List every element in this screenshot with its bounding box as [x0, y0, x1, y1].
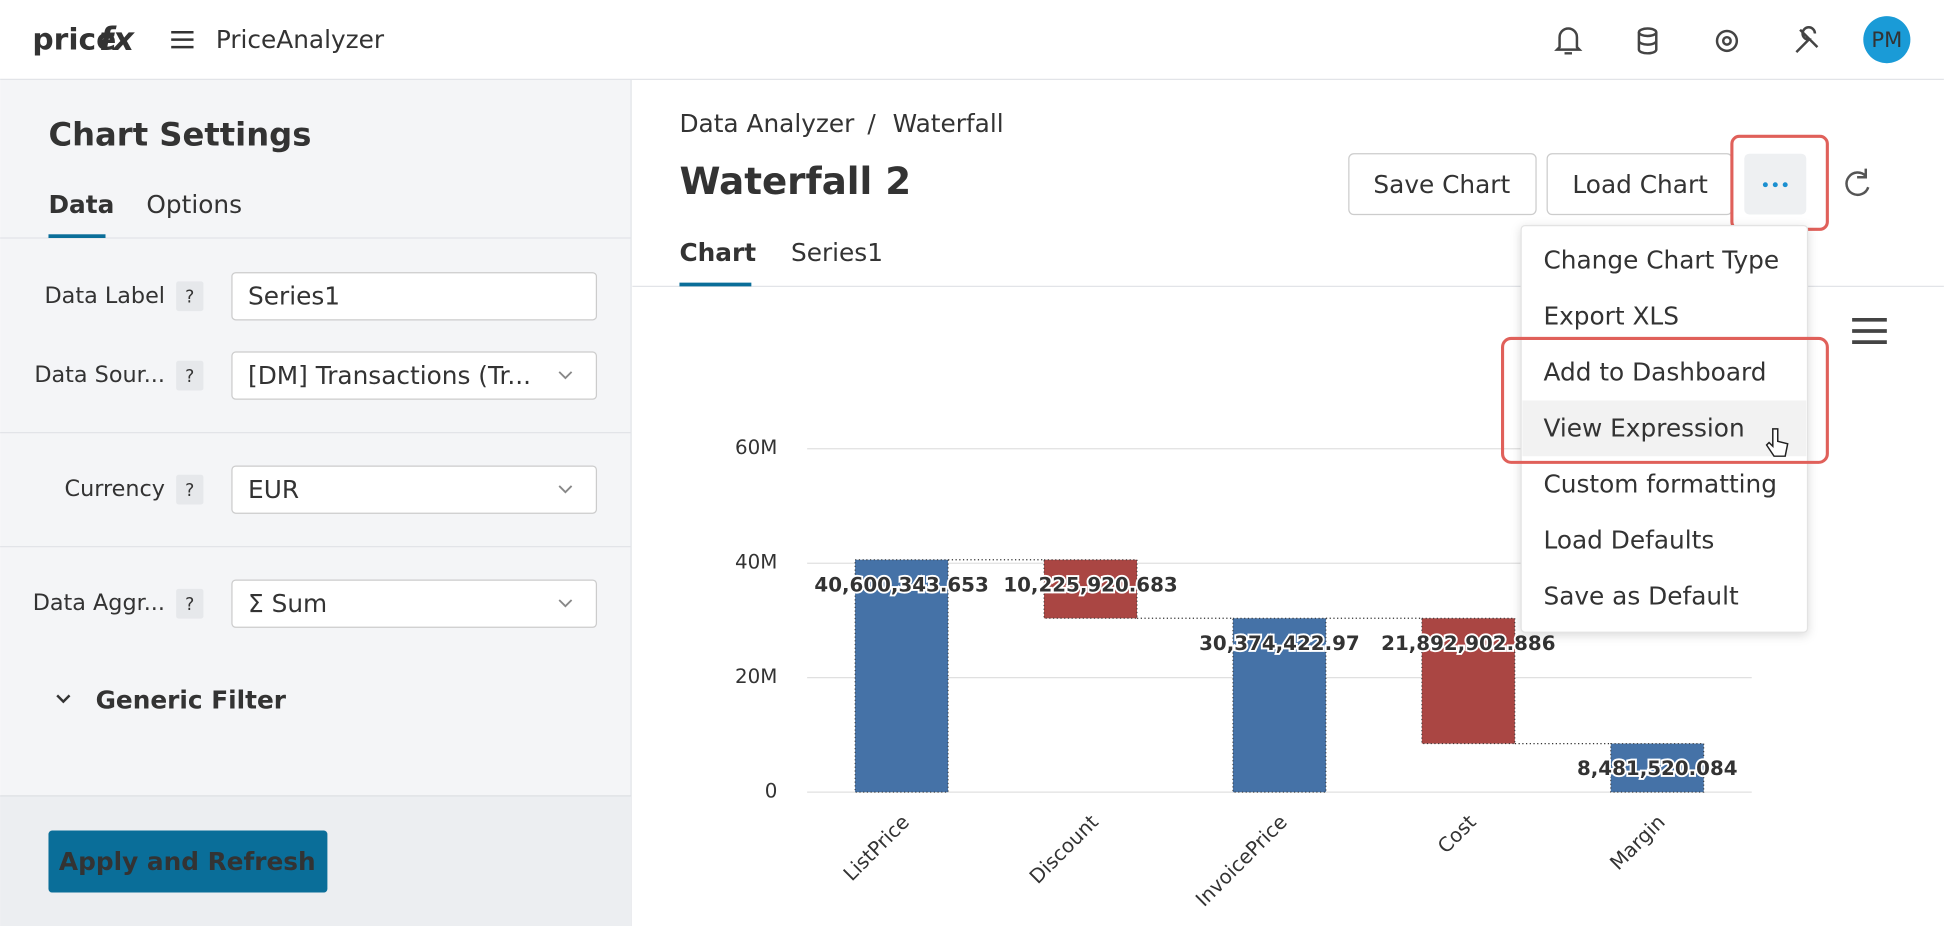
- help-badge: [176, 588, 204, 619]
- tab[interactable]: Options: [146, 190, 242, 219]
- logo: price: [32, 22, 116, 57]
- menu-item[interactable]: Save as Default: [1543, 582, 1739, 611]
- data-label: 21,892,902.886: [1381, 632, 1555, 655]
- field-label: Data Label: [45, 283, 165, 309]
- tab-underline: [48, 234, 106, 239]
- page-title: Waterfall 2: [679, 159, 911, 203]
- section-title[interactable]: Generic Filter: [96, 686, 287, 715]
- cursor: [1765, 428, 1789, 457]
- tab[interactable]: Series1: [791, 238, 883, 267]
- menu-item[interactable]: Custom formatting: [1543, 470, 1777, 499]
- avatar[interactable]: [1863, 16, 1911, 64]
- bar: [854, 559, 949, 793]
- dropdown-chevron: [558, 599, 573, 608]
- help[interactable]: ?: [185, 481, 194, 501]
- menu-icon[interactable]: [171, 30, 194, 49]
- bar: [1043, 559, 1138, 619]
- help[interactable]: ?: [185, 595, 194, 615]
- input-value: Series1: [248, 282, 340, 311]
- dropdown-chevron: [558, 371, 573, 380]
- input-value: Σ Sum: [248, 589, 327, 618]
- y-tick-label: 0: [765, 780, 778, 803]
- input[interactable]: [231, 351, 598, 400]
- bar: [1610, 743, 1705, 793]
- y-tick-label: 20M: [735, 665, 777, 688]
- avatar-text: PM: [1871, 27, 1902, 52]
- help-badge: [176, 360, 204, 391]
- data-label: 40,600,343.653: [814, 573, 988, 596]
- tools-icon[interactable]: [1795, 26, 1819, 53]
- menu-item[interactable]: Change Chart Type: [1543, 246, 1779, 275]
- more-dots: [1762, 182, 1788, 188]
- tab[interactable]: Chart: [679, 238, 756, 267]
- help-badge: [176, 474, 204, 505]
- breadcrumb[interactable]: Data Analyzer: [679, 109, 855, 138]
- database-icon[interactable]: [1637, 27, 1658, 55]
- help[interactable]: ?: [185, 367, 194, 387]
- app-name: PriceAnalyzer: [216, 25, 385, 54]
- chevron[interactable]: [56, 694, 71, 704]
- apply-button[interactable]: [48, 830, 328, 893]
- help[interactable]: ?: [185, 288, 194, 308]
- refresh-icon[interactable]: [1845, 168, 1870, 197]
- data-label: 8,481,520.084: [1577, 757, 1738, 780]
- data-label: 30,374,422.97: [1199, 632, 1360, 655]
- field-label: Data Aggr...: [33, 590, 165, 616]
- bell-icon[interactable]: [1554, 27, 1583, 55]
- bar: [1232, 617, 1327, 793]
- help-badge: [176, 281, 204, 312]
- tab-underline: [679, 282, 752, 287]
- breadcrumb-separator: /: [867, 109, 876, 138]
- data-label: 10,225,920.683: [1003, 573, 1177, 596]
- button[interactable]: [1348, 153, 1537, 216]
- input[interactable]: [231, 465, 598, 514]
- breadcrumb[interactable]: Waterfall: [893, 109, 1004, 138]
- y-tick-label: 40M: [735, 551, 777, 574]
- dropdown-chevron: [558, 485, 573, 494]
- button-text[interactable]: Apply and Refresh: [59, 847, 316, 876]
- button-text[interactable]: Load Chart: [1572, 170, 1708, 199]
- tab[interactable]: Data: [48, 190, 114, 219]
- sidebar-title: Chart Settings: [48, 115, 311, 153]
- logo-accent: fx: [99, 20, 135, 58]
- menu-item[interactable]: View Expression: [1543, 414, 1744, 443]
- input-value: [DM] Transactions (Tr...: [248, 361, 531, 390]
- input[interactable]: [231, 579, 598, 628]
- button-text[interactable]: Save Chart: [1373, 170, 1510, 199]
- input-value: EUR: [248, 475, 299, 504]
- menu-item[interactable]: Add to Dashboard: [1543, 358, 1766, 387]
- settings-icon[interactable]: [1715, 29, 1739, 53]
- field-label: Currency: [65, 476, 165, 502]
- menu-item[interactable]: Export XLS: [1543, 302, 1679, 331]
- input[interactable]: [231, 272, 598, 321]
- y-tick-label: 60M: [735, 436, 777, 459]
- menu-item[interactable]: Load Defaults: [1543, 526, 1714, 555]
- dropdown-menu: Change Chart Type Export XLS Add to Dashbo…: [1520, 224, 1809, 633]
- highlight: [1501, 336, 1829, 464]
- field-label: Data Sour...: [34, 362, 165, 388]
- chart-menu-icon[interactable]: [1852, 317, 1887, 344]
- menu-hover: [1522, 400, 1807, 457]
- bar: [1421, 617, 1516, 745]
